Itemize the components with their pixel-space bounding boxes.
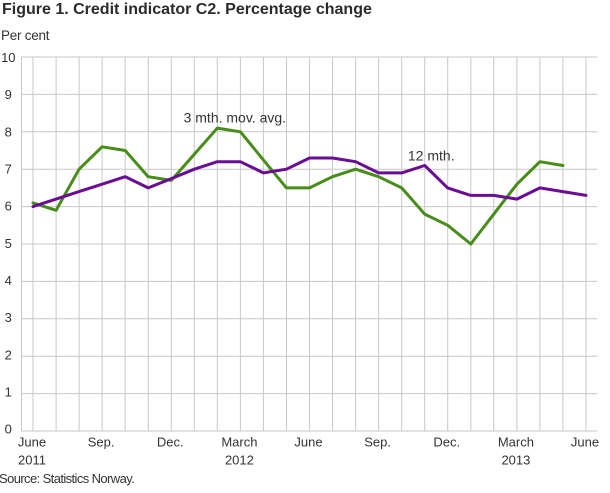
svg-text:June: June — [18, 435, 46, 450]
svg-text:9: 9 — [5, 87, 12, 102]
svg-text:March: March — [498, 435, 534, 450]
svg-text:3 mth. mov. avg.: 3 mth. mov. avg. — [184, 109, 286, 125]
svg-text:Sep.: Sep. — [364, 435, 391, 450]
svg-text:7: 7 — [5, 162, 12, 177]
svg-text:2012: 2012 — [225, 452, 254, 467]
svg-text:June: June — [294, 435, 322, 450]
svg-text:0: 0 — [5, 422, 12, 437]
svg-text:2: 2 — [5, 347, 12, 362]
svg-text:8: 8 — [5, 124, 12, 139]
svg-text:March: March — [221, 435, 257, 450]
svg-text:Dec.: Dec. — [157, 435, 184, 450]
svg-text:June: June — [571, 435, 599, 450]
svg-text:3: 3 — [5, 310, 12, 325]
svg-text:12 mth.: 12 mth. — [408, 148, 455, 164]
svg-text:5: 5 — [5, 236, 12, 251]
svg-text:2011: 2011 — [18, 452, 46, 467]
svg-text:Sep.: Sep. — [88, 435, 115, 450]
svg-text:1: 1 — [5, 385, 12, 400]
svg-text:6: 6 — [5, 199, 12, 214]
svg-text:Dec.: Dec. — [433, 435, 460, 450]
svg-text:4: 4 — [5, 273, 12, 288]
svg-text:10: 10 — [1, 50, 15, 65]
svg-text:2013: 2013 — [501, 452, 530, 467]
